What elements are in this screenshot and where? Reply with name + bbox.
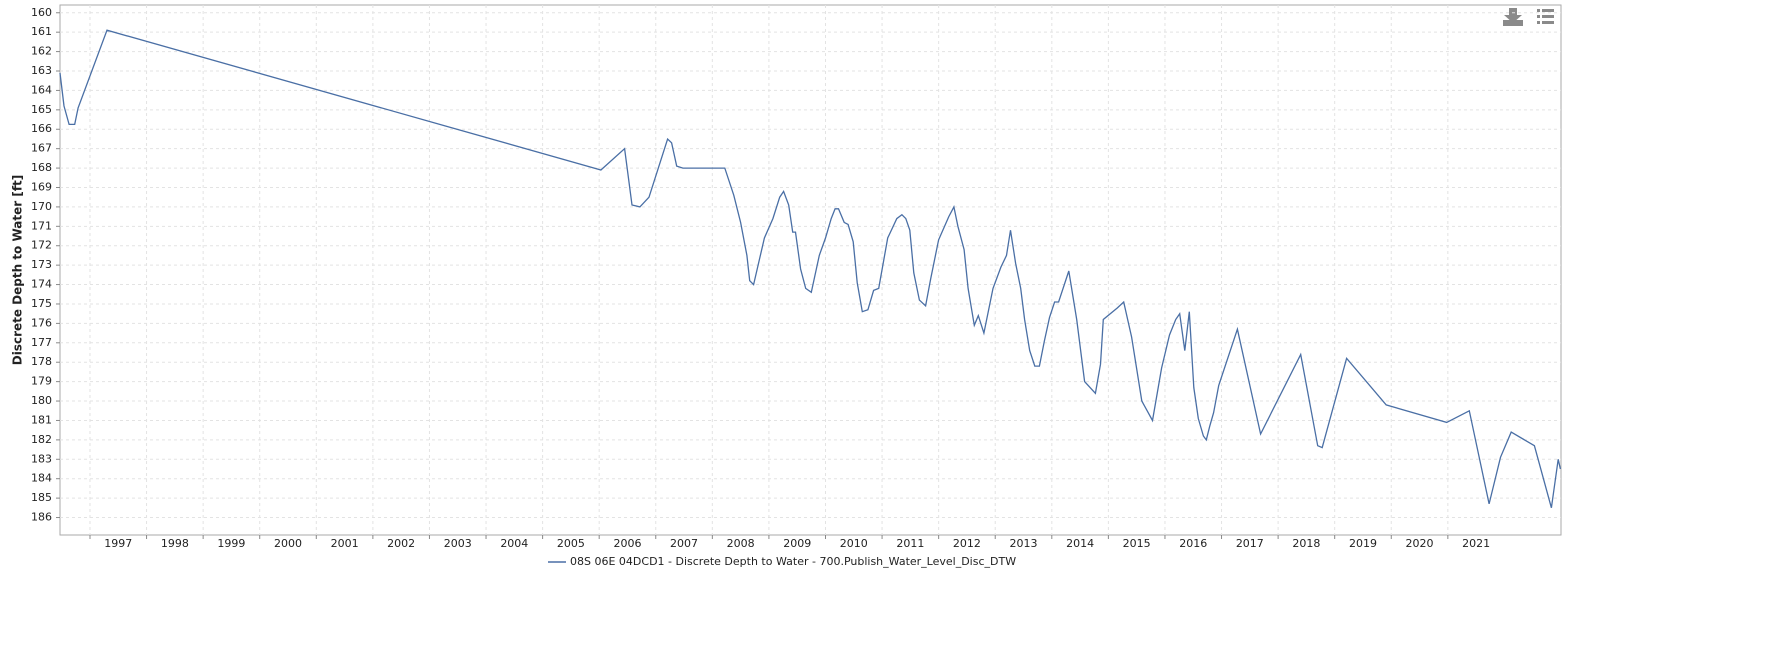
x-tick-label: 2011 [896,537,924,550]
x-tick-label: 2006 [613,537,641,550]
x-tick-label: 2007 [670,537,698,550]
y-tick-label: 168 [31,161,52,174]
y-tick-label: 160 [31,6,52,19]
x-tick-label: 2000 [274,537,302,550]
x-tick-label: 1997 [104,537,132,550]
data-line [59,29,1562,508]
y-tick-label: 164 [31,83,52,96]
y-tick-label: 183 [31,452,52,465]
y-tick-label: 179 [31,375,52,388]
y-tick-label: 163 [31,64,52,77]
y-tick-label: 171 [31,219,52,232]
y-tick-label: 173 [31,258,52,271]
y-tick-label: 161 [31,25,52,38]
y-tick-label: 185 [31,491,52,504]
x-tick-label: 1998 [161,537,189,550]
y-tick-label: 166 [31,122,52,135]
x-tick-label: 2015 [1123,537,1151,550]
x-tick-label: 2016 [1179,537,1207,550]
y-tick-label: 180 [31,394,52,407]
x-tick-label: 2021 [1462,537,1490,550]
x-tick-label: 2019 [1349,537,1377,550]
y-tick-label: 174 [31,278,52,291]
x-tick-label: 2017 [1236,537,1264,550]
x-tick-label: 2009 [783,537,811,550]
x-tick-label: 2008 [727,537,755,550]
y-tick-label: 162 [31,45,52,58]
y-tick-label: 165 [31,103,52,116]
x-tick-label: 2013 [1010,537,1038,550]
y-tick-label: 172 [31,239,52,252]
y-tick-label: 169 [31,180,52,193]
x-tick-label: 2004 [500,537,528,550]
y-tick-label: 181 [31,413,52,426]
y-tick-label: 167 [31,142,52,155]
download-icon[interactable] [1503,8,1523,26]
y-tick-label: 184 [31,472,52,485]
x-tick-label: 2010 [840,537,868,550]
y-tick-label: 178 [31,355,52,368]
x-tick-label: 2003 [444,537,472,550]
y-tick-label: 170 [31,200,52,213]
menu-icon[interactable] [1537,9,1554,24]
y-tick-label: 177 [31,336,52,349]
legend-label: 08S 06E 04DCD1 - Discrete Depth to Water… [570,555,1016,568]
x-tick-label: 2002 [387,537,415,550]
y-tick-label: 182 [31,433,52,446]
x-tick-label: 2020 [1406,537,1434,550]
x-tick-label: 2005 [557,537,585,550]
x-tick-label: 2014 [1066,537,1094,550]
plot-frame [59,4,1562,536]
y-axis-title: Discrete Depth to Water [ft] [11,175,25,366]
x-tick-label: 2018 [1292,537,1320,550]
x-tick-label: 2012 [953,537,981,550]
y-tick-label: 186 [31,511,52,524]
y-tick-label: 176 [31,316,52,329]
y-tick-label: 175 [31,297,52,310]
x-tick-label: 2001 [331,537,359,550]
x-tick-label: 1999 [217,537,245,550]
